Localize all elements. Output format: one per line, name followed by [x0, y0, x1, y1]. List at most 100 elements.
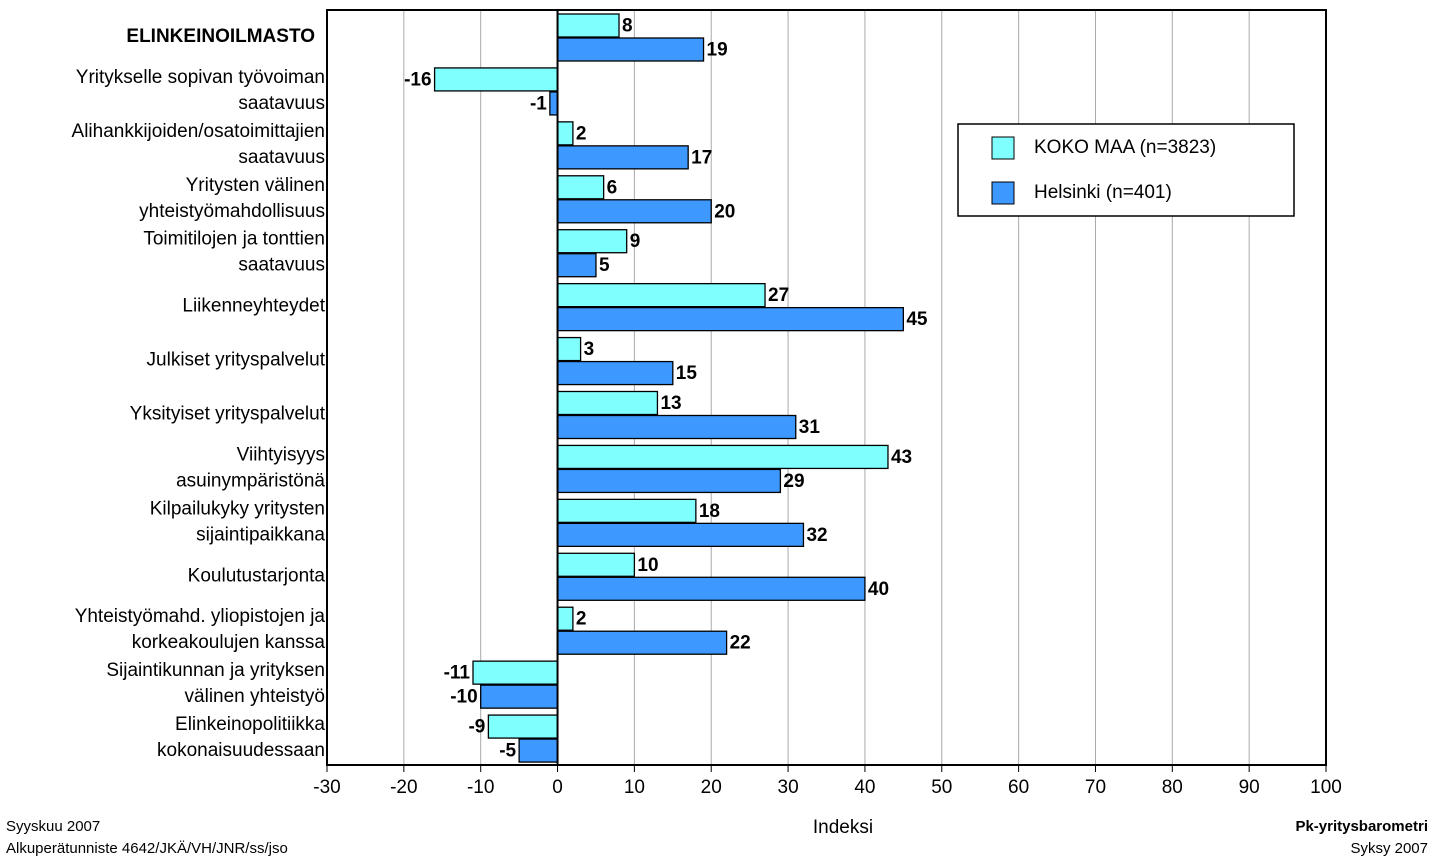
y-tick-label: Elinkeinopolitiikka: [175, 714, 325, 735]
bar: [487, 714, 559, 739]
value-label: 22: [730, 633, 751, 654]
bar: [556, 37, 705, 62]
value-label: 2: [576, 123, 587, 144]
y-tick-label: sijaintipaikkana: [196, 524, 325, 545]
bar: [556, 13, 620, 38]
bar: [556, 630, 728, 655]
bar: [556, 229, 628, 254]
y-tick-label: Yhteistyömahd. yliopistojen ja: [75, 606, 326, 627]
x-tick-label: 70: [1085, 777, 1106, 798]
value-label: 43: [891, 447, 912, 468]
footer-id: Alkuperätunniste 4642/JKÄ/VH/JNR/ss/jso: [6, 840, 288, 857]
y-tick-label: Toimitilojen ja tonttien: [143, 229, 325, 250]
bar: [556, 121, 574, 146]
value-label: -10: [450, 687, 477, 708]
x-tick-label: 50: [931, 777, 952, 798]
y-tick-label: kokonaisuudessaan: [157, 740, 325, 761]
bar: [556, 498, 697, 524]
bar: [556, 414, 797, 440]
bar: [472, 660, 559, 685]
x-tick-label: 80: [1162, 777, 1183, 798]
y-tick-label: korkeakoulujen kanssa: [132, 632, 326, 653]
y-tick-label: Sijaintikunnan ja yrityksen: [106, 660, 325, 681]
bar: [556, 444, 889, 470]
bar: [556, 606, 574, 631]
bar: [556, 522, 805, 548]
value-label: 10: [637, 555, 658, 576]
y-tick-label: Alihankkijoiden/osatoimittajien: [72, 121, 325, 142]
legend-label: Helsinki (n=401): [1034, 182, 1172, 203]
bar: [556, 468, 782, 494]
value-label: 17: [691, 147, 712, 168]
value-label: -5: [499, 741, 516, 762]
y-tick-label: Yritykselle sopivan työvoiman: [76, 67, 325, 88]
x-tick-label: -20: [390, 777, 417, 798]
bar: [549, 91, 559, 116]
x-tick-label: -30: [313, 777, 340, 798]
value-label: 18: [699, 501, 720, 522]
value-label: 2: [576, 609, 587, 630]
value-label: -9: [468, 717, 485, 738]
y-tick-label: Yritysten välinen: [186, 175, 325, 196]
value-label: 15: [676, 363, 698, 384]
value-label: 45: [906, 309, 928, 330]
bar: [556, 253, 597, 278]
x-tick-label: 0: [552, 777, 563, 798]
y-tick-label: Kilpailukyky yritysten: [150, 498, 325, 519]
x-tick-label: 60: [1008, 777, 1029, 798]
legend-label: KOKO MAA (n=3823): [1034, 137, 1216, 158]
bar: [556, 552, 636, 577]
bar: [556, 282, 766, 308]
value-label: -16: [404, 69, 431, 90]
y-tick-label: Koulutustarjonta: [188, 565, 326, 586]
value-label: 5: [599, 255, 610, 276]
bar: [556, 576, 866, 601]
bar: [480, 684, 559, 709]
y-tick-label: Yksityiset yrityspalvelut: [130, 403, 326, 424]
bar: [556, 336, 582, 362]
value-label: 3: [584, 339, 595, 360]
bar: [556, 390, 659, 416]
bar: [556, 306, 904, 332]
x-tick-label: 40: [854, 777, 875, 798]
x-axis-label: Indeksi: [813, 817, 873, 838]
x-tick-label: 20: [701, 777, 722, 798]
x-tick-label: 100: [1310, 777, 1342, 798]
footer-brand: Pk-yritysbarometri: [1295, 818, 1428, 835]
value-label: 29: [783, 471, 804, 492]
legend-swatch: [991, 136, 1015, 160]
value-label: 27: [768, 285, 789, 306]
value-label: 9: [630, 231, 641, 252]
y-tick-label: saatavuus: [238, 93, 325, 114]
y-tick-label: välinen yhteistyö: [185, 686, 325, 707]
value-label: 40: [868, 579, 889, 600]
y-tick-label: Liikenneyhteydet: [182, 296, 325, 317]
bar: [556, 145, 689, 170]
footer-date: Syyskuu 2007: [6, 818, 100, 835]
value-label: -1: [530, 93, 547, 114]
bar: [556, 175, 605, 200]
value-label: -11: [444, 663, 471, 684]
bar: [556, 360, 674, 386]
value-label: 13: [660, 393, 681, 414]
value-label: 31: [799, 417, 821, 438]
footer-season: Syksy 2007: [1350, 840, 1428, 857]
y-tick-label: ELINKEINOILMASTO: [126, 26, 315, 47]
x-tick-label: 90: [1239, 777, 1260, 798]
bar: [556, 199, 712, 224]
value-label: 6: [607, 177, 618, 198]
x-tick-label: -10: [467, 777, 494, 798]
value-label: 8: [622, 16, 633, 37]
y-tick-label: Viihtyisyys: [237, 444, 325, 465]
y-tick-label: asuinympäristönä: [176, 470, 325, 491]
y-tick-label: yhteistyömahdollisuus: [139, 201, 325, 222]
x-tick-label: 30: [778, 777, 799, 798]
value-label: 20: [714, 201, 735, 222]
plot-frame: [326, 9, 1327, 766]
value-label: 19: [707, 40, 728, 61]
legend-swatch: [991, 181, 1015, 205]
y-tick-label: Julkiset yrityspalvelut: [147, 350, 326, 371]
bar: [518, 738, 559, 763]
value-label: 32: [806, 525, 827, 546]
